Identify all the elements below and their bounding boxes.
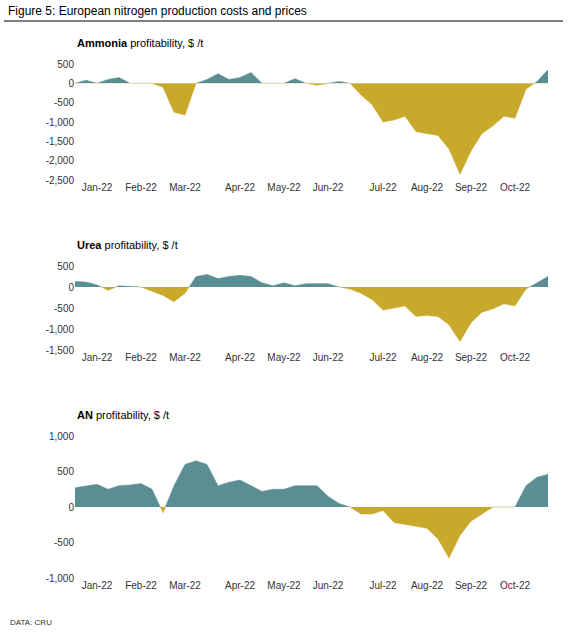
svg-text:Sep-22: Sep-22 xyxy=(455,580,488,591)
svg-text:-500: -500 xyxy=(54,97,74,108)
svg-text:Feb-22: Feb-22 xyxy=(125,580,157,591)
svg-text:-500: -500 xyxy=(54,537,74,548)
svg-text:Urea profitability, $ /t: Urea profitability, $ /t xyxy=(77,239,178,251)
svg-text:Sep-22: Sep-22 xyxy=(455,182,488,193)
svg-text:Aug-22: Aug-22 xyxy=(411,352,444,363)
svg-text:Aug-22: Aug-22 xyxy=(411,580,444,591)
svg-text:-1,500: -1,500 xyxy=(46,136,75,147)
svg-text:-1,000: -1,000 xyxy=(46,573,75,584)
svg-text:-1,500: -1,500 xyxy=(46,345,75,356)
svg-text:Jan-22: Jan-22 xyxy=(82,580,113,591)
svg-text:0: 0 xyxy=(68,78,74,89)
svg-text:1,000: 1,000 xyxy=(49,431,74,442)
svg-text:500: 500 xyxy=(57,261,74,272)
svg-text:Ammonia profitability, $ /t: Ammonia profitability, $ /t xyxy=(77,37,203,49)
svg-text:Feb-22: Feb-22 xyxy=(125,352,157,363)
svg-text:-1,000: -1,000 xyxy=(46,117,75,128)
svg-text:DATA: CRU: DATA: CRU xyxy=(10,618,52,627)
svg-text:Jul-22: Jul-22 xyxy=(369,352,397,363)
svg-text:Mar-22: Mar-22 xyxy=(169,580,201,591)
svg-text:-500: -500 xyxy=(54,303,74,314)
svg-text:Oct-22: Oct-22 xyxy=(500,580,530,591)
svg-text:Sep-22: Sep-22 xyxy=(455,352,488,363)
svg-text:Figure 5: European nitrogen pr: Figure 5: European nitrogen production c… xyxy=(8,4,307,18)
svg-text:Jul-22: Jul-22 xyxy=(369,182,397,193)
svg-text:Aug-22: Aug-22 xyxy=(411,182,444,193)
svg-text:Jan-22: Jan-22 xyxy=(82,352,113,363)
svg-text:500: 500 xyxy=(57,466,74,477)
svg-text:Apr-22: Apr-22 xyxy=(225,580,255,591)
svg-text:Jul-22: Jul-22 xyxy=(369,580,397,591)
svg-text:Feb-22: Feb-22 xyxy=(125,182,157,193)
svg-text:0: 0 xyxy=(68,502,74,513)
svg-text:May-22: May-22 xyxy=(267,182,301,193)
svg-text:500: 500 xyxy=(57,59,74,70)
svg-text:AN profitability, $ /t: AN profitability, $ /t xyxy=(77,409,169,421)
svg-text:Jan-22: Jan-22 xyxy=(82,182,113,193)
svg-text:Apr-22: Apr-22 xyxy=(225,182,255,193)
svg-text:0: 0 xyxy=(68,282,74,293)
svg-text:Apr-22: Apr-22 xyxy=(225,352,255,363)
svg-text:Mar-22: Mar-22 xyxy=(169,352,201,363)
svg-text:May-22: May-22 xyxy=(267,580,301,591)
svg-text:Jun-22: Jun-22 xyxy=(313,580,344,591)
svg-text:-2,500: -2,500 xyxy=(46,175,75,186)
svg-text:Oct-22: Oct-22 xyxy=(500,182,530,193)
svg-text:Oct-22: Oct-22 xyxy=(500,352,530,363)
svg-text:May-22: May-22 xyxy=(267,352,301,363)
svg-text:Jun-22: Jun-22 xyxy=(313,182,344,193)
svg-text:-2,000: -2,000 xyxy=(46,155,75,166)
svg-text:Mar-22: Mar-22 xyxy=(169,182,201,193)
svg-text:Jun-22: Jun-22 xyxy=(313,352,344,363)
svg-text:-1,000: -1,000 xyxy=(46,324,75,335)
